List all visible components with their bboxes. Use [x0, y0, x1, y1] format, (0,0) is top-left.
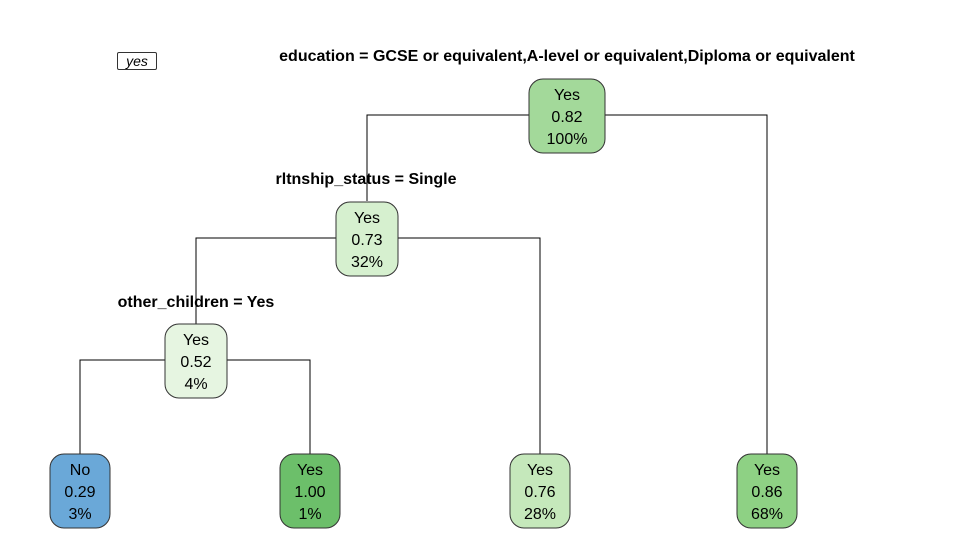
- split-label-rltnship-status: rltnship_status = Single: [276, 171, 457, 188]
- legend-box: yes: [117, 52, 157, 70]
- node-root-box: [528, 78, 606, 154]
- node-other-children: Yes 0.52 4%: [164, 323, 228, 399]
- leaf-yes-076: Yes 0.76 28%: [509, 453, 571, 529]
- node-single: Yes 0.73 32%: [335, 201, 399, 277]
- node-single-percent-label: 32%: [351, 254, 383, 271]
- node-root-class-label: Yes: [554, 87, 580, 104]
- leaf-yes-100: Yes 1.00 1%: [279, 453, 341, 529]
- node-root-probability-label: 0.82: [551, 109, 582, 126]
- node-single-box: [335, 201, 399, 277]
- leaf-no-box: [49, 453, 111, 529]
- leaf-yes-076-percent-label: 28%: [524, 506, 556, 523]
- leaf-yes-100-box: [279, 453, 341, 529]
- node-single-probability-label: 0.73: [351, 232, 382, 249]
- leaf-yes-086-probability-label: 0.86: [751, 484, 782, 501]
- leaf-yes-086-class-label: Yes: [754, 462, 780, 479]
- leaf-yes-100-percent-label: 1%: [298, 506, 321, 523]
- leaf-yes-076-probability-label: 0.76: [524, 484, 555, 501]
- leaf-yes-076-box: [509, 453, 571, 529]
- leaf-no-probability-label: 0.29: [64, 484, 95, 501]
- tree-edges: [79, 114, 768, 454]
- node-single-class-label: Yes: [354, 210, 380, 227]
- leaf-no: No 0.29 3%: [49, 453, 111, 529]
- node-other-children-class-label: Yes: [183, 332, 209, 349]
- node-other-children-probability-label: 0.52: [180, 354, 211, 371]
- edge-single-left: [195, 237, 336, 324]
- edge-single-right: [398, 237, 541, 454]
- node-other-children-percent-label: 4%: [184, 376, 207, 393]
- edge-other-right: [227, 359, 311, 454]
- edge-root-right: [605, 114, 768, 454]
- leaf-no-class-label: No: [70, 462, 91, 479]
- node-root: Yes 0.82 100%: [528, 78, 606, 154]
- edge-other-left: [79, 359, 165, 454]
- node-other-children-box: [164, 323, 228, 399]
- split-label-education: education = GCSE or equivalent,A-level o…: [279, 48, 855, 65]
- leaf-yes-086: Yes 0.86 68%: [736, 453, 798, 529]
- split-labels: education = GCSE or equivalent,A-level o…: [118, 48, 856, 311]
- leaf-yes-086-percent-label: 68%: [751, 506, 783, 523]
- leaf-yes-076-class-label: Yes: [527, 462, 553, 479]
- node-root-percent-label: 100%: [547, 131, 588, 148]
- leaf-no-percent-label: 3%: [68, 506, 91, 523]
- leaf-yes-086-box: [736, 453, 798, 529]
- leaf-yes-100-class-label: Yes: [297, 462, 323, 479]
- tree-nodes: Yes 0.82 100% Yes 0.73 32% Yes 0.52 4% No 0.29 3% Ye…: [49, 78, 798, 529]
- split-label-other-children: other_children = Yes: [118, 294, 275, 311]
- leaf-yes-100-probability-label: 1.00: [294, 484, 325, 501]
- edge-root-left: [366, 114, 530, 201]
